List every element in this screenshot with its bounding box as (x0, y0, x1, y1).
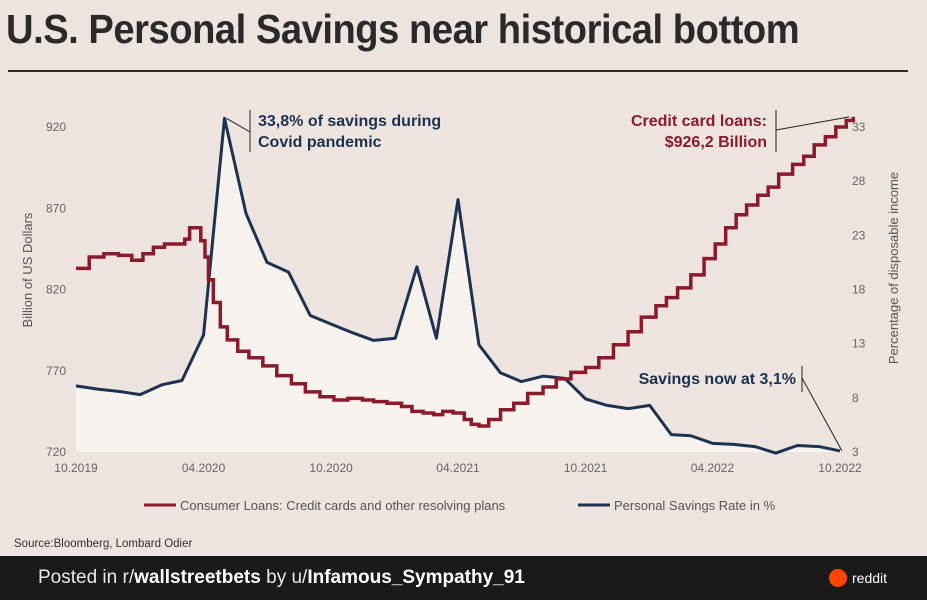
y-left-tick-label: 720 (46, 445, 66, 459)
y-left-tick-label: 770 (46, 364, 66, 378)
y-right-tick-label: 28 (852, 174, 866, 188)
y-right-tick-label: 3 (852, 445, 859, 459)
savings-rate-line (75, 116, 841, 455)
consumer-loans-line (76, 116, 855, 428)
reddit-logo[interactable]: reddit (829, 569, 887, 587)
annotation-covid-text: Covid pandemic (258, 134, 382, 151)
x-tick-label: 04.2021 (436, 461, 480, 475)
y-right-tick-label: 23 (852, 228, 866, 242)
savings-area-fill (76, 118, 840, 454)
y-right-tick-label: 13 (852, 337, 866, 351)
legend-savings-label: Personal Savings Rate in % (614, 498, 776, 513)
annotation-cards-leader (775, 116, 850, 131)
y-left-tick-label: 870 (46, 201, 66, 215)
y-right-tick-label: 33 (852, 120, 866, 134)
annotation-now-leader (801, 377, 843, 452)
user-link[interactable]: Infamous_Sympathy_91 (307, 567, 525, 588)
annotation-covid-text: 33,8% of savings during (258, 113, 441, 130)
dual-axis-line-chart: Billion of US Dollars Percentage of dispo… (20, 110, 901, 513)
annotation-now-text: Savings now at 3,1% (639, 371, 796, 388)
annotation-cards-text: Credit card loans: (631, 113, 767, 130)
annotation-covid-leader (226, 117, 251, 133)
x-tick-label: 10.2020 (309, 461, 353, 475)
legend-loans-label: Consumer Loans: Credit cards and other r… (180, 498, 506, 513)
by-label: by u/ (260, 567, 308, 588)
x-tick-label: 10.2019 (54, 461, 98, 475)
x-tick-label: 10.2022 (818, 461, 862, 475)
y-right-tick-label: 8 (852, 391, 859, 405)
y-left-tick-label: 920 (46, 120, 66, 134)
title-divider (8, 70, 908, 72)
y-right-tick-label: 18 (852, 283, 866, 297)
subreddit-link[interactable]: wallstreetbets (134, 567, 261, 588)
reddit-brand-label: reddit (852, 570, 888, 586)
x-tick-label: 04.2020 (182, 461, 226, 475)
x-tick-label: 04.2022 (691, 461, 735, 475)
posted-in-label: Posted in r/ (38, 567, 135, 588)
y-axis-right-label: Percentage of disposable income (886, 172, 901, 364)
y-left-tick-label: 820 (46, 283, 66, 297)
chart-title: U.S. Personal Savings near historical bo… (6, 6, 800, 52)
x-tick-label: 10.2021 (564, 461, 608, 475)
source-note: Source:Bloomberg, Lombard Odier (14, 538, 193, 550)
annotation-cards-text: $926,2 Billion (665, 134, 767, 151)
posted-in-text: Posted in r/wallstreetbets by u/Infamous… (38, 567, 525, 589)
reddit-alien-icon (829, 569, 847, 587)
y-axis-left-label: Billion of US Dollars (20, 212, 35, 327)
reddit-footer-bar: Posted in r/wallstreetbets by u/Infamous… (0, 556, 927, 600)
